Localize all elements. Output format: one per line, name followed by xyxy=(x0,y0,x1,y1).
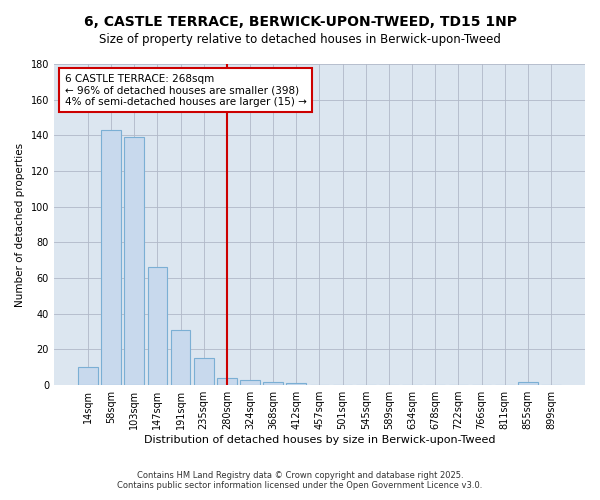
Bar xyxy=(194,358,214,385)
Text: Contains HM Land Registry data © Crown copyright and database right 2025.
Contai: Contains HM Land Registry data © Crown c… xyxy=(118,470,482,490)
Bar xyxy=(170,330,190,385)
Bar xyxy=(217,378,236,385)
Text: 6 CASTLE TERRACE: 268sqm
← 96% of detached houses are smaller (398)
4% of semi-d: 6 CASTLE TERRACE: 268sqm ← 96% of detach… xyxy=(65,74,307,107)
Bar xyxy=(124,137,144,385)
Text: 6, CASTLE TERRACE, BERWICK-UPON-TWEED, TD15 1NP: 6, CASTLE TERRACE, BERWICK-UPON-TWEED, T… xyxy=(83,15,517,29)
Y-axis label: Number of detached properties: Number of detached properties xyxy=(15,142,25,306)
Bar xyxy=(101,130,121,385)
Bar xyxy=(148,268,167,385)
Bar xyxy=(240,380,260,385)
Bar xyxy=(263,382,283,385)
Bar xyxy=(78,367,98,385)
Bar xyxy=(518,382,538,385)
X-axis label: Distribution of detached houses by size in Berwick-upon-Tweed: Distribution of detached houses by size … xyxy=(144,435,495,445)
Text: Size of property relative to detached houses in Berwick-upon-Tweed: Size of property relative to detached ho… xyxy=(99,32,501,46)
Bar xyxy=(286,384,306,385)
